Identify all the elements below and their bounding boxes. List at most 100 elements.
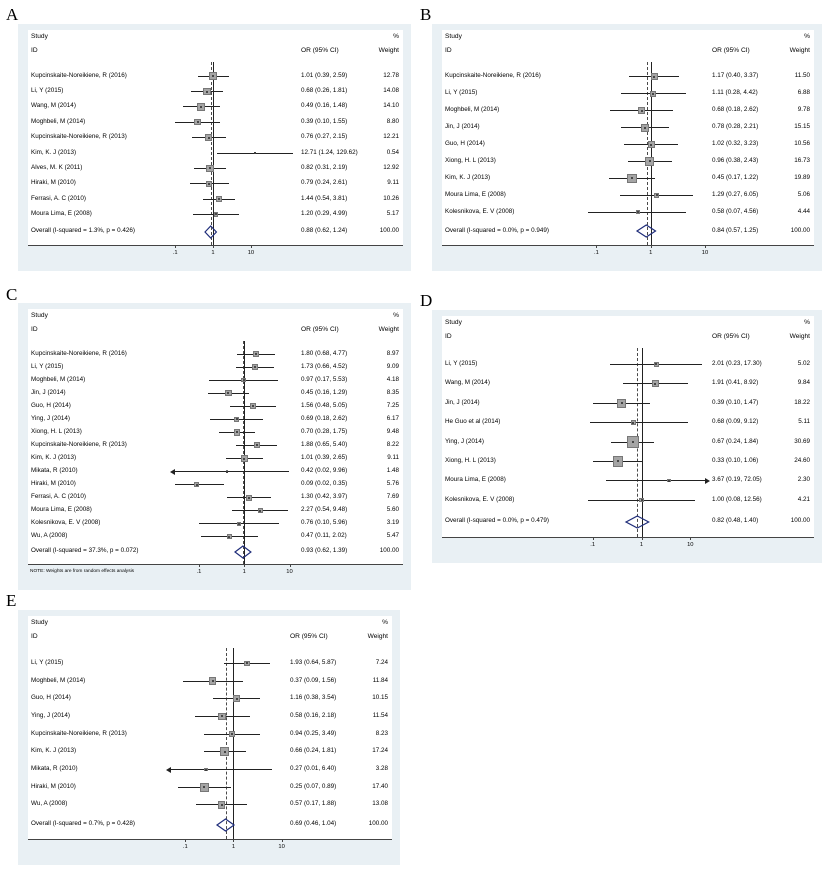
overall-diamond xyxy=(216,817,236,832)
forest-plot-panel-d: Study ID OR (95% CI)% Weight Li, Y (2015) 2.0… xyxy=(432,310,822,563)
weight-text: 4.44 xyxy=(797,207,810,215)
weight-text: 5.17 xyxy=(386,209,399,217)
effect-point xyxy=(235,697,238,700)
random-effects-note: NOTE: Weights are from random effects an… xyxy=(30,569,135,574)
weight-text: 24.60 xyxy=(794,456,810,464)
panel-label-b: B xyxy=(420,5,432,24)
effect-point xyxy=(653,75,656,78)
weight-text: 30.69 xyxy=(794,437,810,445)
weight-text: 19.89 xyxy=(794,173,810,181)
or-ci-text: 0.68 (0.18, 2.62) xyxy=(712,106,759,114)
study-name: Mikata, R (2010) xyxy=(31,765,78,773)
effect-point xyxy=(640,499,643,502)
weight-text: 5.02 xyxy=(797,359,810,367)
column-header-study: Study xyxy=(31,33,48,40)
overall-weight-text: 100.00 xyxy=(379,547,399,555)
overall-weight-text: 100.00 xyxy=(368,820,388,828)
weight-text: 3.19 xyxy=(386,519,399,527)
column-header-or-ci: OR (95% CI) xyxy=(301,47,339,54)
study-name: Li, Y (2015) xyxy=(31,658,64,666)
weight-text: 9.48 xyxy=(386,427,399,435)
column-header-or-ci: OR (95% CI) xyxy=(712,333,750,340)
x-axis-tick-label: .1 xyxy=(182,844,188,850)
overall-weight-text: 100.00 xyxy=(379,227,399,235)
effect-point xyxy=(208,167,211,170)
or-ci-text: 1.44 (0.54, 3.81) xyxy=(301,194,348,202)
or-ci-text: 1.11 (0.28, 4.42) xyxy=(712,89,758,97)
effect-point xyxy=(668,479,671,482)
column-header-id: ID xyxy=(31,633,38,640)
x-axis-tick xyxy=(596,245,598,248)
or-ci-text: 1.93 (0.64, 5.87) xyxy=(290,658,337,666)
overall-weight-text: 100.00 xyxy=(790,517,810,525)
x-axis-tick xyxy=(289,564,291,567)
study-name: Kim, K. J (2013) xyxy=(31,747,77,755)
x-axis-tick xyxy=(705,245,706,248)
column-header-weight: Weight xyxy=(789,333,810,340)
or-ci-text: 0.68 (0.09, 9.12) xyxy=(712,418,759,426)
effect-point xyxy=(208,182,211,185)
x-axis-tick-label: 1 xyxy=(211,250,215,256)
weight-text: 5.06 xyxy=(797,190,810,198)
x-axis-tick xyxy=(592,537,594,540)
or-ci-text: 1.20 (0.29, 4.99) xyxy=(301,209,348,217)
or-ci-text: 1.30 (0.42, 3.97) xyxy=(301,493,348,501)
overall-or-ci-text: 0.84 (0.57, 1.25) xyxy=(712,226,759,234)
column-header-percent: % xyxy=(393,312,399,319)
or-ci-text: 0.45 (0.17, 1.22) xyxy=(712,173,759,181)
x-axis-tick xyxy=(250,245,252,248)
effect-point xyxy=(215,213,218,216)
weight-text: 5.47 xyxy=(386,532,399,540)
x-axis-tick xyxy=(198,564,200,567)
study-name: Xiong, H. L (2013) xyxy=(445,156,496,164)
study-name: Kim, K. J (2013) xyxy=(31,148,77,156)
forest-plot-panel-e: Study ID OR (95% CI)% Weight Li, Y (2015) 1.9… xyxy=(18,610,400,865)
effect-point xyxy=(218,198,221,201)
or-ci-text: 0.66 (0.24, 1.81) xyxy=(290,747,337,755)
or-ci-text: 0.69 (0.18, 2.62) xyxy=(301,414,348,422)
weight-text: 4.21 xyxy=(797,495,810,503)
or-ci-text: 0.67 (0.24, 1.84) xyxy=(712,437,759,445)
effect-point xyxy=(259,509,262,512)
ci-arrow-left xyxy=(170,468,176,475)
study-name: Xiong, H. L (2013) xyxy=(31,427,82,435)
or-ci-text: 12.71 (1.24, 129.62) xyxy=(301,148,358,156)
study-name: He Guo et al (2014) xyxy=(445,418,501,426)
weight-text: 12.21 xyxy=(383,133,399,141)
effect-point xyxy=(654,382,657,385)
or-ci-text: 0.45 (0.16, 1.29) xyxy=(301,388,348,396)
weight-text: 9.84 xyxy=(797,379,810,387)
study-name: Wu, A (2008) xyxy=(31,800,68,808)
x-axis-tick-label: 10 xyxy=(701,250,709,256)
x-axis-tick xyxy=(213,245,215,248)
study-name: Moghbeli, M (2014) xyxy=(31,117,86,125)
study-name: Li, Y (2015) xyxy=(445,89,478,97)
effect-point xyxy=(632,421,635,424)
ci-line xyxy=(590,422,689,424)
or-ci-text: 0.96 (0.38, 2.43) xyxy=(712,156,759,164)
column-header-weight: Weight xyxy=(378,47,399,54)
weight-text: 8.22 xyxy=(386,440,399,448)
study-name: Moghbeli, M (2014) xyxy=(445,106,500,114)
study-name: Kupcinskaite-Noreikiene, R (2013) xyxy=(31,440,127,448)
panel-label-a: A xyxy=(6,5,19,24)
effect-point xyxy=(235,418,238,421)
x-axis-tick xyxy=(175,245,177,248)
weight-text: 5.11 xyxy=(798,418,810,426)
effect-point xyxy=(630,177,633,180)
or-ci-text: 1.80 (0.68, 4.77) xyxy=(301,349,348,357)
study-name: Moura Lima, E (2008) xyxy=(31,506,92,514)
effect-point xyxy=(205,90,208,93)
panel-label-d: D xyxy=(420,291,433,310)
plot-region xyxy=(28,616,392,839)
column-header-study: Study xyxy=(445,33,462,40)
or-ci-text: 1.29 (0.27, 6.05) xyxy=(712,190,759,198)
effect-point xyxy=(640,109,643,112)
effect-point xyxy=(246,662,249,665)
column-header-study: Study xyxy=(31,619,48,626)
weight-text: 3.28 xyxy=(375,765,388,773)
study-name: Moura Lima, E (2008) xyxy=(445,190,506,198)
ci-arrow-right xyxy=(705,477,710,484)
x-axis-tick-label: .1 xyxy=(590,542,596,548)
overall-diamond xyxy=(233,545,252,559)
